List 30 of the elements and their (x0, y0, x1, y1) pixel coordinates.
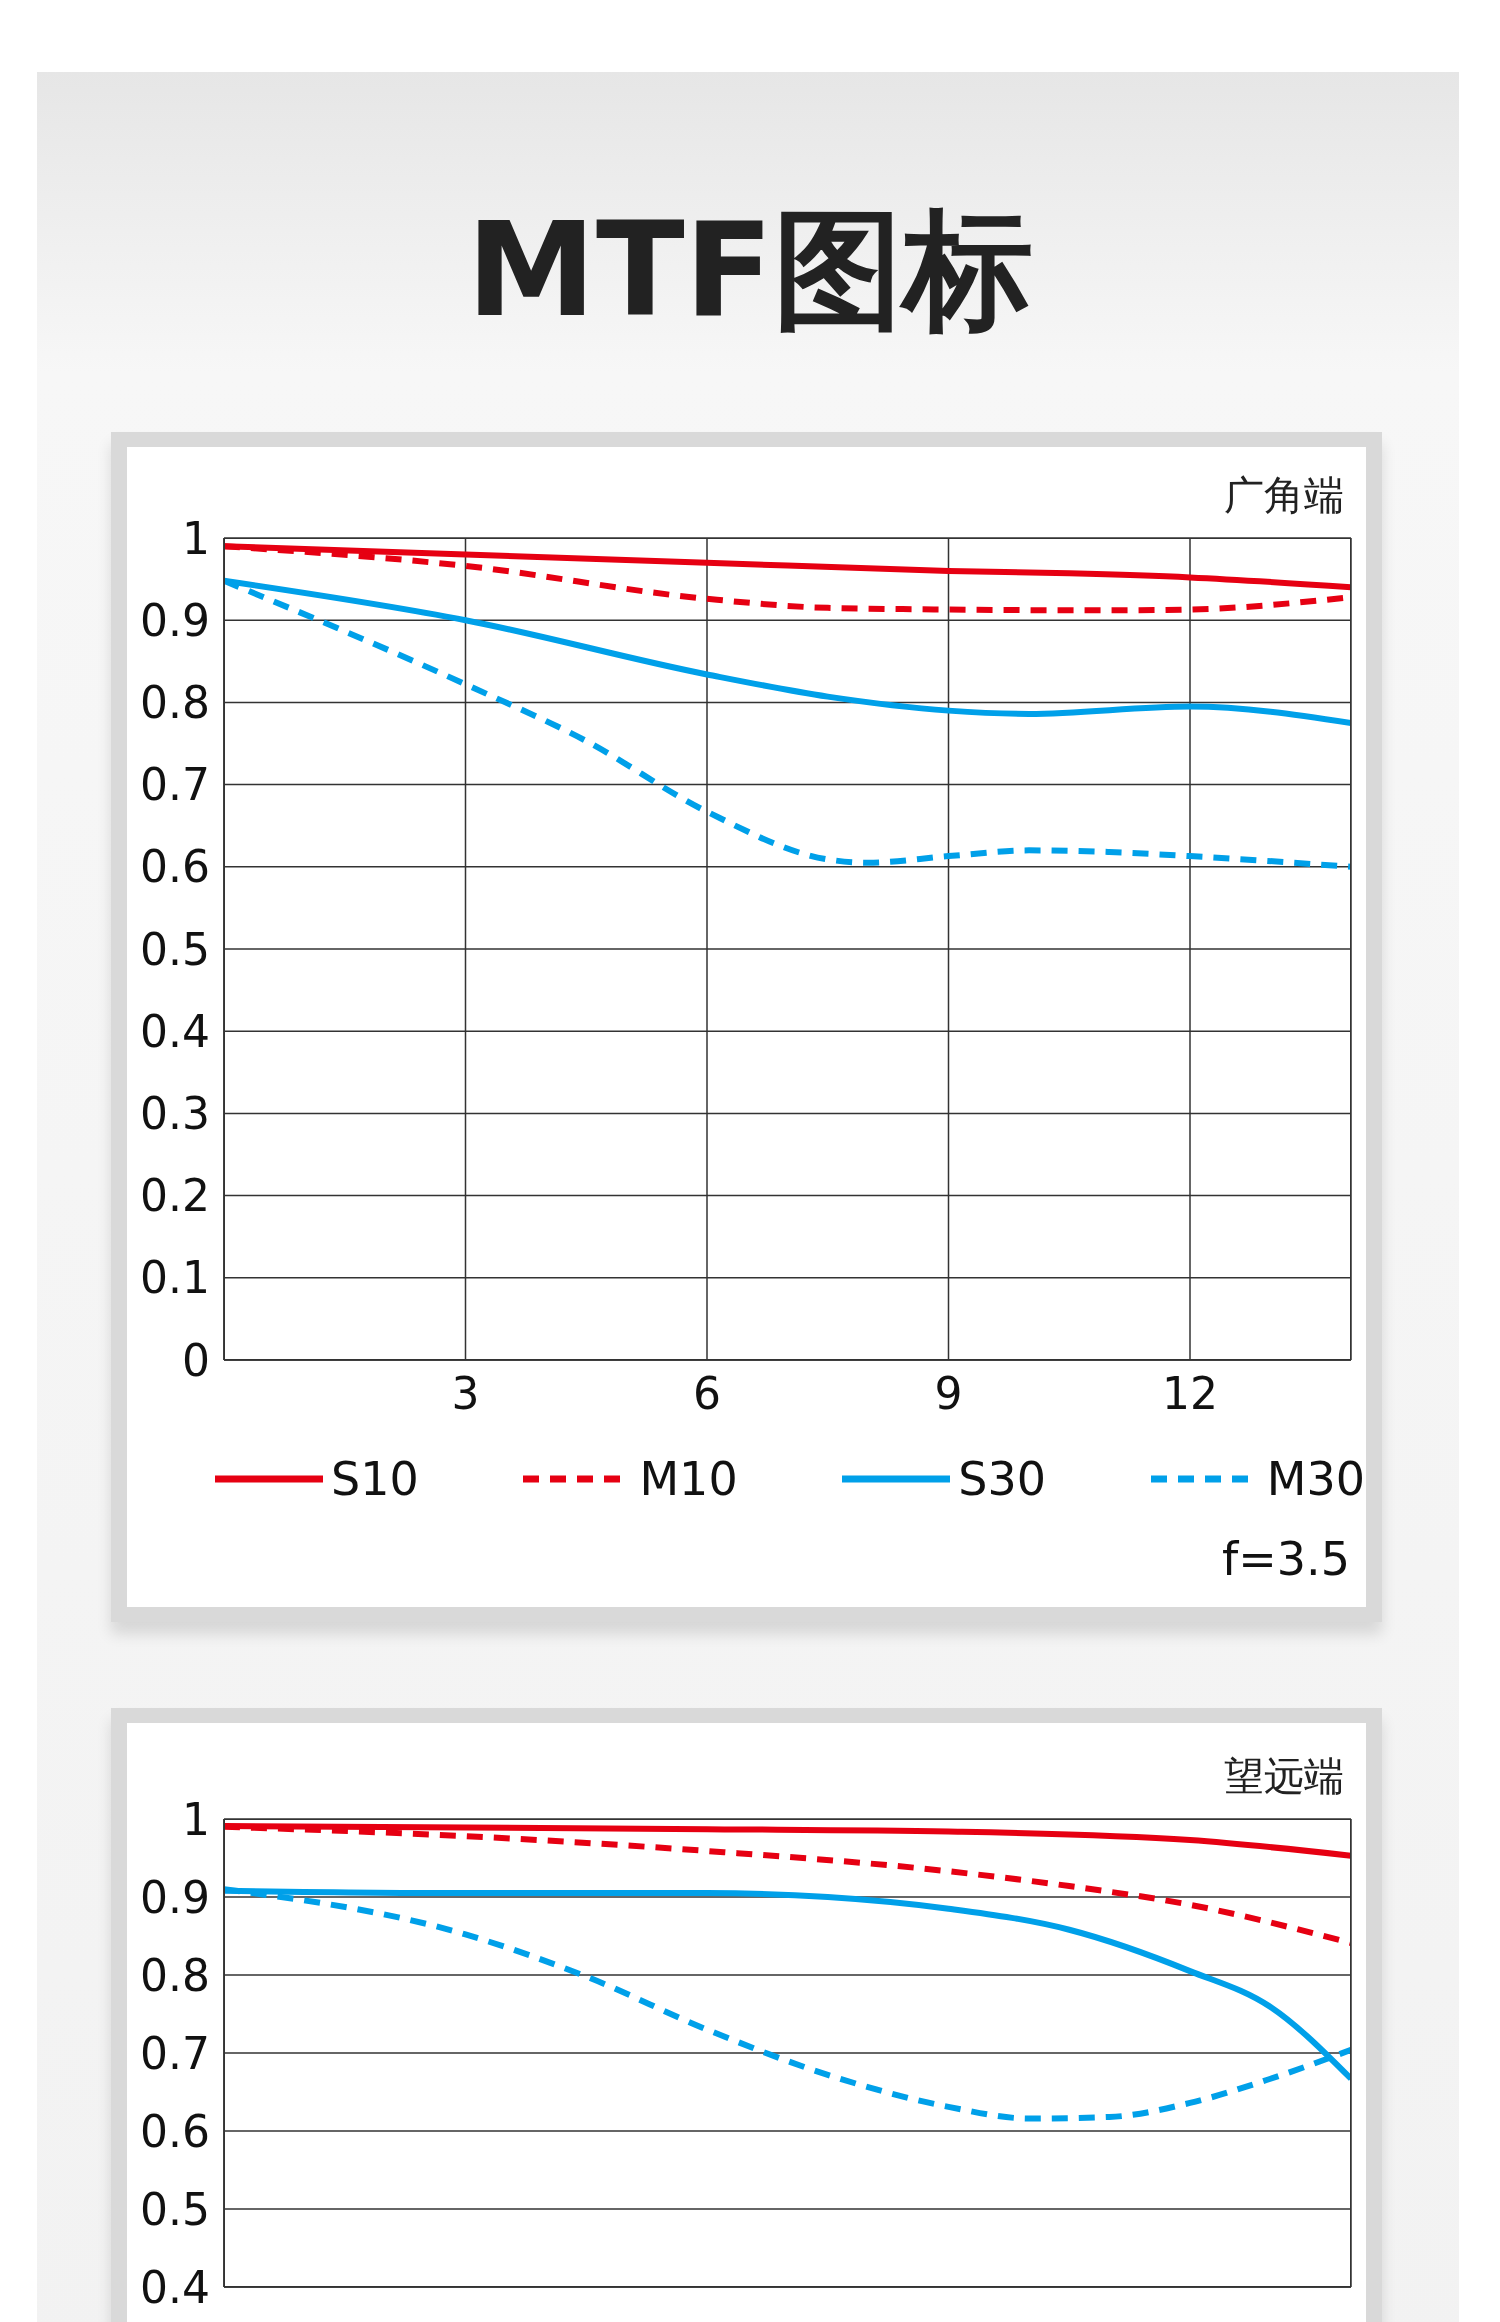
y-tick-label: 0.7 (140, 759, 210, 811)
y-tick-label: 0.8 (140, 677, 210, 729)
y-tick-label: 0.9 (140, 1871, 210, 1923)
y-tick-label: 0.3 (140, 1088, 210, 1140)
x-tick-label: 3 (451, 1368, 480, 1420)
y-tick-label: 0.1 (140, 1252, 210, 1304)
legend-label: S10 (331, 1452, 419, 1506)
y-tick-label: 0.6 (140, 841, 210, 893)
x-tick-label: 6 (693, 1368, 721, 1420)
text: 望远端 (1224, 1752, 1344, 1801)
y-tick-label: 0.8 (140, 1949, 210, 2001)
legend-label: S30 (958, 1452, 1047, 1506)
x-tick-label: 9 (934, 1368, 963, 1420)
y-tick-label: 0.4 (140, 1005, 210, 1057)
chart-title: MTF图标 (465, 194, 1035, 346)
y-tick-label: 0.6 (140, 2105, 210, 2157)
text: f=3.5 (1222, 1532, 1350, 1586)
y-tick-label: 0.5 (140, 923, 210, 975)
y-tick-label: 0.5 (140, 2183, 210, 2235)
text: 广角端 (1224, 471, 1344, 520)
y-tick-label: 1 (182, 512, 210, 564)
x-tick-label: 12 (1162, 1368, 1218, 1420)
y-tick-label: 0.2 (140, 1170, 210, 1222)
y-tick-label: 0 (182, 1334, 210, 1386)
legend-label: M10 (639, 1452, 738, 1506)
y-tick-label: 0.7 (140, 2027, 210, 2079)
y-tick-label: 0.9 (140, 594, 210, 646)
y-tick-label: 1 (182, 1793, 210, 1845)
y-tick-label: 0.4 (140, 2261, 210, 2313)
legend-label: M30 (1266, 1452, 1365, 1506)
